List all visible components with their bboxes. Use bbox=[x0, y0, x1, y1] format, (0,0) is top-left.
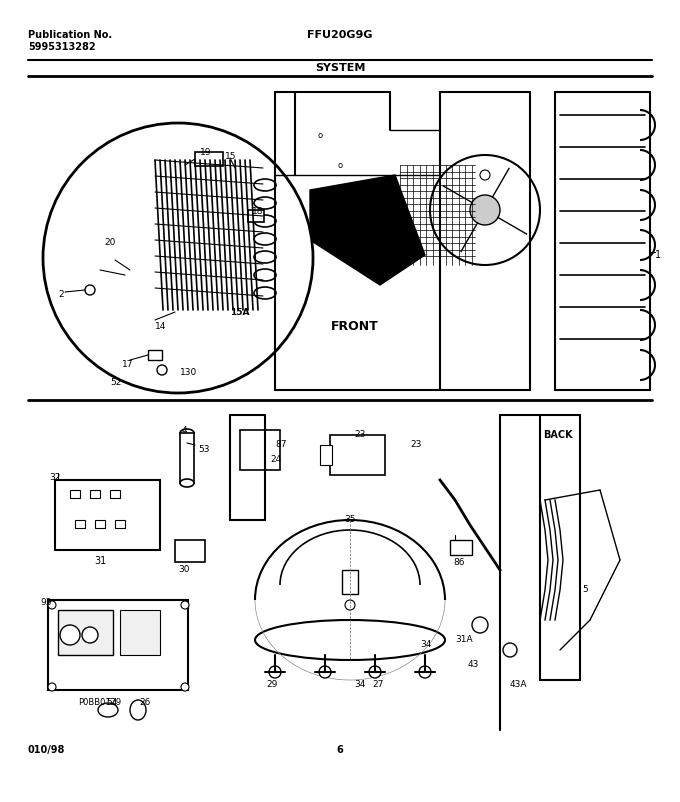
Ellipse shape bbox=[254, 287, 276, 299]
Bar bbox=[120, 610, 160, 655]
Text: 26: 26 bbox=[139, 698, 151, 707]
Ellipse shape bbox=[254, 197, 276, 209]
Circle shape bbox=[181, 683, 189, 691]
Text: 29: 29 bbox=[267, 680, 277, 689]
Text: SYSTEM: SYSTEM bbox=[315, 63, 365, 73]
Text: 24: 24 bbox=[270, 455, 282, 464]
Text: Publication No.: Publication No. bbox=[28, 30, 112, 40]
Bar bbox=[75, 520, 85, 528]
Text: 31: 31 bbox=[94, 556, 106, 566]
Ellipse shape bbox=[98, 703, 118, 717]
Circle shape bbox=[48, 601, 56, 609]
Circle shape bbox=[157, 365, 167, 375]
Bar bbox=[248, 210, 264, 222]
Text: FFU20G9G: FFU20G9G bbox=[307, 30, 373, 40]
Text: o: o bbox=[318, 191, 322, 200]
Bar bbox=[320, 445, 332, 465]
Bar bbox=[180, 433, 194, 483]
Ellipse shape bbox=[254, 233, 276, 245]
Circle shape bbox=[470, 195, 500, 225]
Circle shape bbox=[480, 170, 490, 180]
Text: 32: 32 bbox=[50, 473, 61, 482]
Text: 17: 17 bbox=[122, 360, 133, 369]
Text: 87: 87 bbox=[275, 440, 286, 449]
Text: 4: 4 bbox=[181, 426, 187, 435]
Text: 5: 5 bbox=[582, 585, 588, 594]
Circle shape bbox=[181, 601, 189, 609]
Bar bbox=[55, 480, 160, 550]
Ellipse shape bbox=[254, 269, 276, 281]
Circle shape bbox=[82, 627, 98, 643]
Bar bbox=[110, 490, 120, 498]
Circle shape bbox=[269, 666, 281, 678]
Circle shape bbox=[345, 600, 355, 610]
Ellipse shape bbox=[254, 179, 276, 191]
Bar bbox=[70, 490, 80, 498]
Bar bbox=[175, 540, 205, 562]
Text: BACK: BACK bbox=[543, 430, 573, 440]
Text: 31A: 31A bbox=[455, 635, 473, 644]
Bar bbox=[195, 152, 223, 166]
Bar bbox=[115, 520, 125, 528]
Text: 54: 54 bbox=[106, 698, 118, 707]
Text: 23: 23 bbox=[354, 430, 366, 439]
Text: 15: 15 bbox=[225, 152, 237, 161]
Text: 19: 19 bbox=[200, 148, 211, 157]
Text: 15A: 15A bbox=[230, 308, 250, 317]
Text: 5995313282: 5995313282 bbox=[28, 42, 96, 52]
Ellipse shape bbox=[130, 700, 146, 720]
Text: o: o bbox=[318, 131, 322, 140]
Text: 2: 2 bbox=[58, 290, 64, 299]
Text: 35: 35 bbox=[344, 515, 356, 524]
Text: 23: 23 bbox=[410, 440, 422, 449]
Bar bbox=[48, 600, 188, 690]
Bar bbox=[240, 430, 280, 470]
Circle shape bbox=[369, 666, 381, 678]
Text: 43: 43 bbox=[468, 660, 479, 669]
Text: o: o bbox=[337, 160, 343, 169]
Text: 1: 1 bbox=[655, 250, 661, 260]
Text: 43A: 43A bbox=[510, 680, 528, 689]
Bar bbox=[148, 350, 162, 360]
Circle shape bbox=[472, 617, 488, 633]
Text: 34: 34 bbox=[354, 680, 366, 689]
Ellipse shape bbox=[254, 251, 276, 263]
Text: 93: 93 bbox=[40, 598, 52, 607]
Bar bbox=[58, 610, 113, 655]
Text: 20: 20 bbox=[104, 238, 116, 247]
Circle shape bbox=[430, 155, 540, 265]
Text: P0BB0129: P0BB0129 bbox=[78, 698, 122, 707]
Circle shape bbox=[503, 643, 517, 657]
Circle shape bbox=[319, 666, 331, 678]
Circle shape bbox=[85, 285, 95, 295]
Text: 53: 53 bbox=[198, 445, 209, 454]
Ellipse shape bbox=[180, 479, 194, 487]
Text: 18: 18 bbox=[252, 207, 264, 216]
Text: 52: 52 bbox=[110, 378, 121, 387]
Circle shape bbox=[48, 683, 56, 691]
Bar bbox=[450, 540, 472, 555]
Ellipse shape bbox=[180, 429, 194, 437]
Ellipse shape bbox=[255, 620, 445, 660]
Circle shape bbox=[43, 123, 313, 393]
Text: 27: 27 bbox=[373, 680, 384, 689]
Text: 130: 130 bbox=[180, 368, 197, 377]
Circle shape bbox=[419, 666, 431, 678]
Bar bbox=[330, 435, 385, 475]
Ellipse shape bbox=[254, 215, 276, 227]
Text: 6: 6 bbox=[337, 745, 343, 755]
Bar bbox=[342, 570, 358, 594]
Text: FRONT: FRONT bbox=[331, 320, 379, 333]
Text: 010/98: 010/98 bbox=[28, 745, 65, 755]
Text: 30: 30 bbox=[178, 565, 190, 574]
Polygon shape bbox=[310, 175, 425, 285]
Text: 86: 86 bbox=[453, 558, 464, 567]
Text: 14: 14 bbox=[155, 322, 167, 331]
Text: 34: 34 bbox=[420, 640, 431, 649]
Bar bbox=[95, 520, 105, 528]
Bar bbox=[90, 490, 100, 498]
Circle shape bbox=[60, 625, 80, 645]
